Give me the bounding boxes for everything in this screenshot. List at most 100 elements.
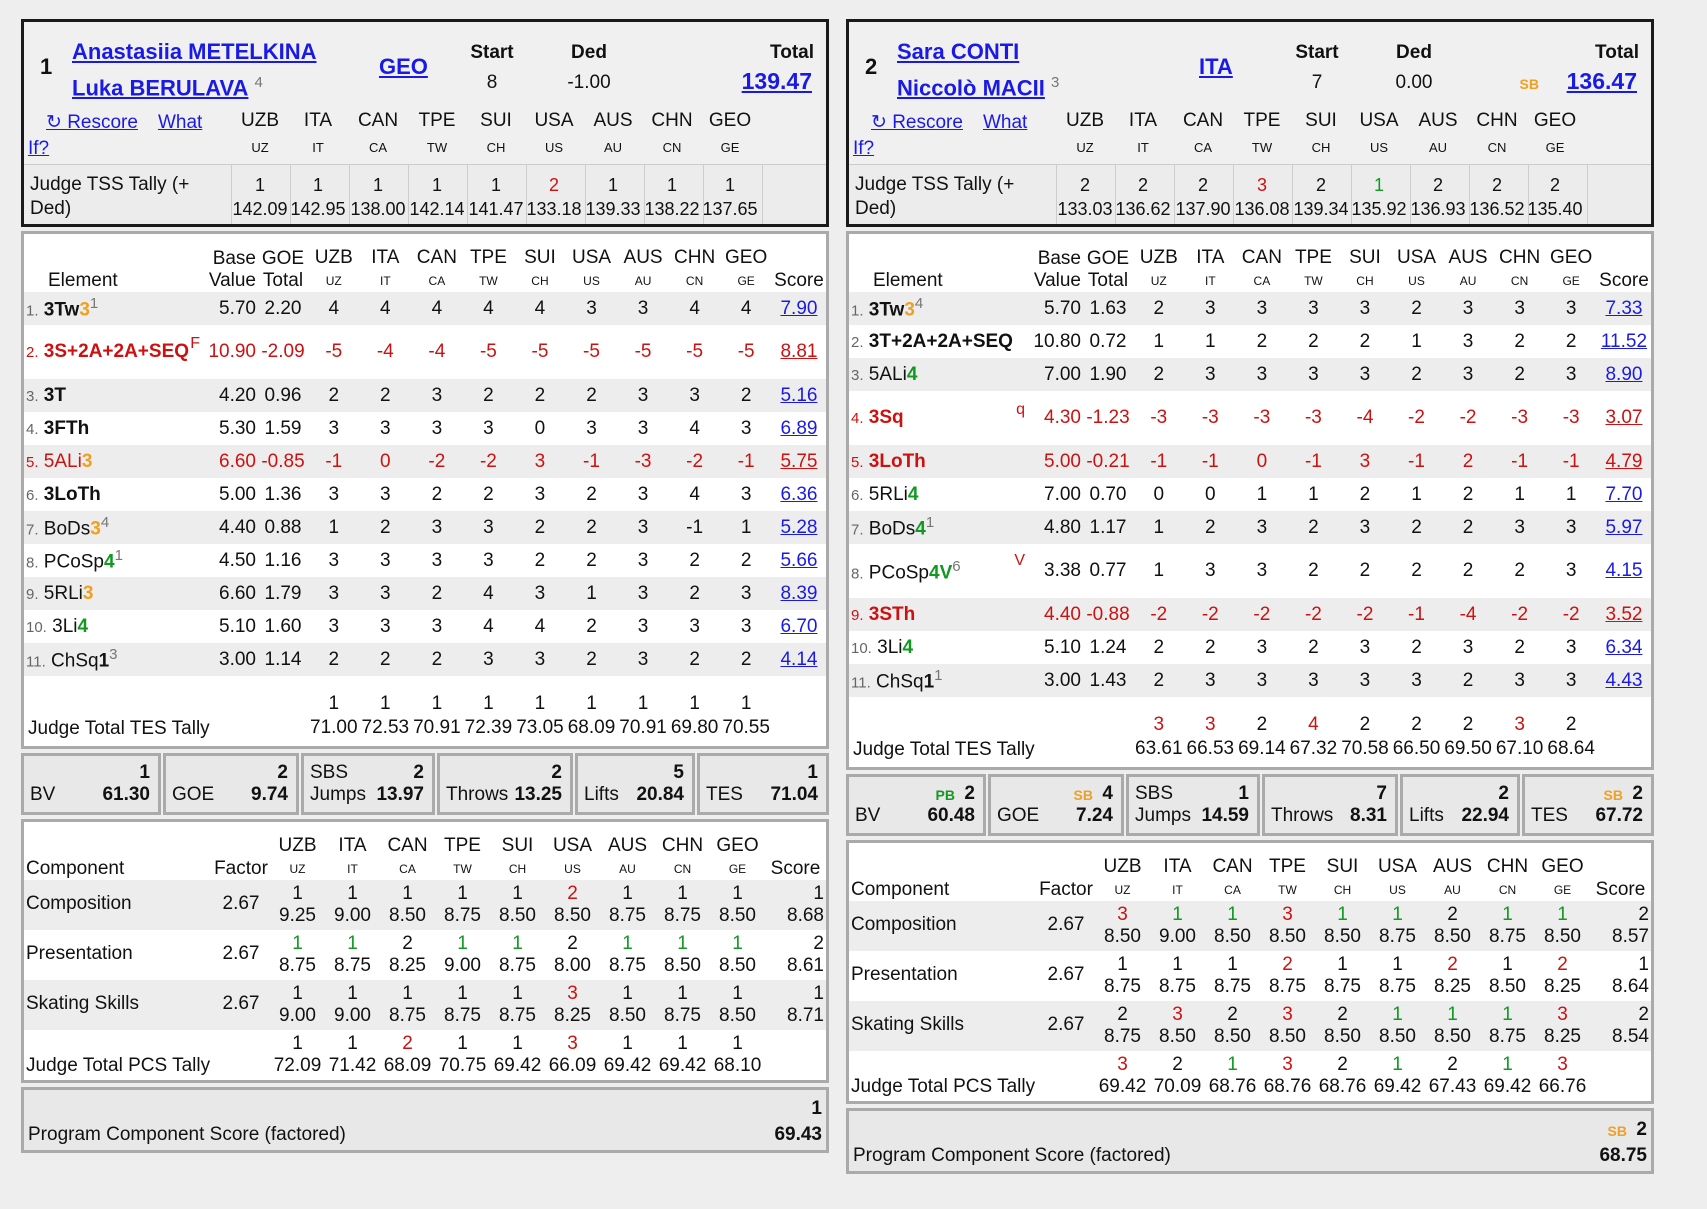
element-score[interactable]: 4.15: [1597, 544, 1651, 598]
element-score[interactable]: 5.75: [772, 445, 826, 478]
tes-value: 68.09: [567, 717, 616, 738]
start-value: 7: [1311, 72, 1323, 93]
element-score-link[interactable]: 3.52: [1605, 603, 1643, 625]
element-score-link[interactable]: 7.33: [1605, 297, 1643, 319]
tes-rank: 1: [328, 693, 340, 714]
judge-code: US: [583, 274, 600, 288]
what-if-link[interactable]: What If?: [853, 112, 1028, 159]
element-score[interactable]: 5.16: [772, 379, 826, 412]
element-score[interactable]: 5.66: [772, 544, 826, 577]
element-score[interactable]: 6.70: [772, 610, 826, 643]
element-name: 5ALi: [868, 363, 907, 385]
skater-name-2[interactable]: Niccolò MACII: [897, 75, 1045, 101]
element-score-link[interactable]: 4.43: [1605, 669, 1643, 691]
element-score-link[interactable]: 5.28: [780, 516, 818, 538]
element-score-link[interactable]: 5.66: [780, 549, 818, 571]
pcs-tally-cell: 2 68.09: [380, 1030, 435, 1080]
mark-rank: 2: [567, 883, 578, 904]
element-score[interactable]: 8.39: [772, 577, 826, 610]
judge-goe: 3: [689, 384, 700, 406]
element-score[interactable]: 6.89: [772, 412, 826, 445]
tes-rank: 1: [380, 693, 391, 714]
element-score[interactable]: 11.52: [1597, 325, 1651, 358]
element-score[interactable]: 4.14: [772, 643, 826, 676]
mark-value: 8.25: [389, 955, 426, 976]
element-score[interactable]: 7.90: [772, 292, 826, 325]
element-score-link[interactable]: 5.75: [780, 450, 818, 472]
element-score-link[interactable]: 6.70: [780, 615, 818, 637]
element-score[interactable]: 3.07: [1597, 391, 1651, 445]
element-score-link[interactable]: 8.81: [780, 341, 818, 362]
judge-code: GE: [1562, 274, 1580, 288]
element-name: 3T: [43, 384, 66, 406]
element-score[interactable]: 4.43: [1597, 664, 1651, 697]
element-score[interactable]: 3.52: [1597, 598, 1651, 631]
judge-code: CA: [1193, 140, 1213, 155]
element-score-link[interactable]: 5.97: [1605, 516, 1643, 538]
total-score-link[interactable]: 139.47: [741, 68, 812, 94]
base-value: 5.70: [219, 297, 256, 319]
element-row: 11. ChSq11 3.00 1.43 2 3 3 3 3 3 2 3 3 4.43: [849, 664, 1651, 697]
element-score[interactable]: 5.97: [1597, 511, 1651, 544]
nation-link[interactable]: GEO: [379, 54, 428, 79]
base-value: 6.60: [219, 582, 256, 604]
element-score-link[interactable]: 7.70: [1605, 483, 1643, 505]
judge-col-header: CHN CN: [655, 822, 710, 880]
element-score[interactable]: 7.33: [1597, 292, 1651, 325]
judge-goe: 3: [1359, 669, 1371, 691]
name-sup: 3: [1051, 74, 1060, 91]
element-row: 10. 3Li4 5.10 1.24 2 2 3 2 3 2 3 2 3 6.34: [849, 631, 1651, 664]
nation-link[interactable]: ITA: [1199, 54, 1233, 79]
tss-tally-cell: 1 138.00: [348, 173, 408, 221]
tes-value: 70.91: [619, 717, 667, 738]
judge-goe: 4: [689, 417, 700, 439]
total-score-link[interactable]: 136.47: [1566, 68, 1637, 94]
goe-total: 0.72: [1089, 330, 1127, 352]
judge-goe: 1: [328, 516, 340, 538]
element-score-link[interactable]: 8.39: [780, 582, 818, 604]
mark-rank: 1: [347, 983, 358, 1004]
element-score-link[interactable]: 4.79: [1605, 450, 1643, 472]
element-score-link[interactable]: 4.14: [780, 648, 818, 670]
mark-value: 8.75: [334, 955, 371, 976]
element-score-link[interactable]: 6.89: [780, 417, 818, 439]
element-score-link[interactable]: 4.15: [1605, 560, 1643, 581]
what-if-link[interactable]: What If?: [28, 112, 203, 159]
element-score-link[interactable]: 5.16: [780, 384, 818, 406]
element-score-link[interactable]: 8.90: [1605, 363, 1643, 385]
element-score[interactable]: 5.28: [772, 511, 826, 544]
judge-goe: 2: [1359, 330, 1371, 352]
component-judge-mark: 1 8.75: [600, 880, 655, 930]
judge-goe: -2: [1201, 603, 1219, 625]
element-score-link[interactable]: 11.52: [1600, 330, 1648, 352]
skater-name-1[interactable]: Sara CONTI: [897, 39, 1020, 64]
element-score[interactable]: 7.70: [1597, 478, 1651, 511]
tes-tally-cell: 2 70.58: [1339, 697, 1391, 767]
element-score[interactable]: 6.34: [1597, 631, 1651, 664]
skater-name-2[interactable]: Luka BERULAVA: [72, 75, 249, 101]
element-score-link[interactable]: 7.90: [780, 297, 818, 319]
element-score[interactable]: 8.90: [1597, 358, 1651, 391]
pcs-tally-value: 70.75: [438, 1055, 487, 1076]
element-score-link[interactable]: 6.34: [1605, 636, 1643, 658]
mark-rank: 3: [567, 983, 578, 1004]
element-score-link[interactable]: 6.36: [780, 483, 818, 505]
judge-goe: -4: [376, 341, 394, 362]
component-judge-mark: 3 8.50: [1260, 901, 1315, 951]
element-score-link[interactable]: 3.07: [1605, 407, 1643, 428]
rescore-link[interactable]: ↻ Rescore: [46, 112, 138, 133]
goe-total: 1.17: [1089, 516, 1127, 538]
mark-value: 8.75: [1379, 926, 1416, 947]
skater-name-1[interactable]: Anastasiia METELKINA: [72, 39, 317, 64]
judge-name: TPE: [469, 247, 507, 268]
rescore-link[interactable]: ↻ Rescore: [871, 112, 963, 133]
mark-value: 8.50: [1489, 976, 1526, 997]
judge-code: TW: [453, 862, 472, 876]
mark-value: 8.50: [1434, 926, 1471, 947]
element-score[interactable]: 6.36: [772, 478, 826, 511]
element-score[interactable]: 4.79: [1597, 445, 1651, 478]
element-score[interactable]: 8.81: [772, 325, 826, 379]
judge-col-header: CAN CA: [380, 822, 435, 880]
judge-col-header: CAN CA: [1205, 843, 1260, 901]
judge-goe: 2: [586, 516, 597, 538]
